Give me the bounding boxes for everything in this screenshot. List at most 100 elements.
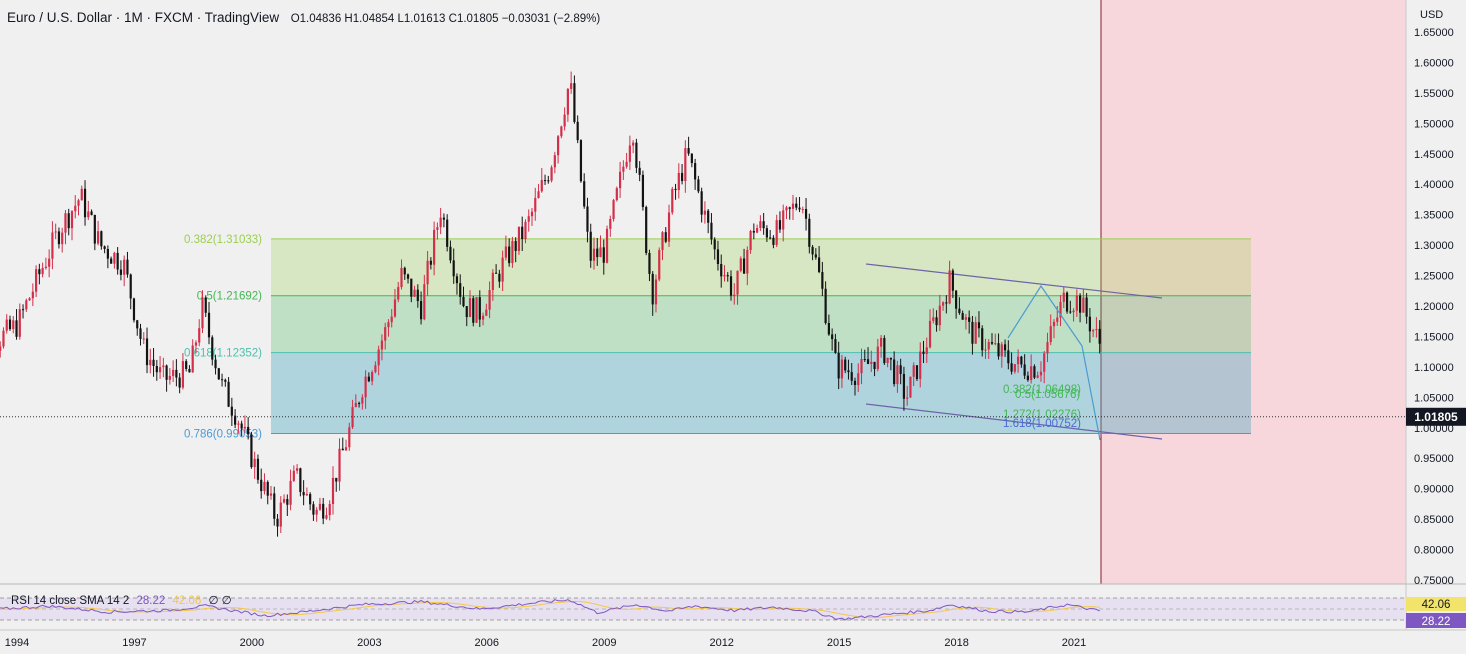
channel-lower-line[interactable] bbox=[865, 403, 1163, 440]
candle-body bbox=[550, 167, 553, 181]
candle-body bbox=[207, 312, 211, 338]
candle-body bbox=[8, 319, 12, 330]
time-tick-label: 2018 bbox=[944, 637, 968, 649]
candle-body bbox=[511, 241, 514, 264]
extension-swing-path[interactable] bbox=[1007, 284, 1101, 441]
rsi-indicator-label[interactable]: RSI 14 close SMA 14 2 bbox=[11, 595, 130, 607]
price-tick-label: 1.30000 bbox=[1414, 240, 1454, 252]
fib-extension-swing[interactable] bbox=[1007, 284, 1101, 441]
candle-body bbox=[811, 246, 814, 255]
candle-body bbox=[537, 191, 540, 199]
candle-body bbox=[524, 221, 527, 240]
candle-body bbox=[439, 217, 442, 228]
candle-body bbox=[446, 219, 449, 247]
candle-body bbox=[61, 232, 64, 245]
time-tick-label: 2021 bbox=[1062, 637, 1086, 649]
candle-body bbox=[247, 426, 250, 435]
candle-body bbox=[1043, 353, 1046, 372]
candle-body bbox=[185, 361, 188, 370]
candle-body bbox=[371, 372, 374, 382]
price-axis[interactable]: 1.65000 1.60000 1.55000 1.50000 1.45000 1.400… bbox=[1414, 27, 1454, 587]
candle-body bbox=[220, 379, 224, 381]
candle-body bbox=[612, 200, 615, 220]
candle-body bbox=[902, 373, 906, 399]
candle-body bbox=[870, 361, 873, 364]
rsi-extra-values: ∅ ∅ bbox=[208, 595, 232, 607]
candle-body bbox=[119, 269, 123, 275]
candle-body bbox=[860, 359, 863, 374]
candle-body bbox=[155, 365, 158, 373]
candle-body bbox=[795, 203, 798, 208]
candle-body bbox=[772, 237, 775, 245]
candle-body bbox=[879, 337, 883, 347]
candle-body bbox=[149, 359, 152, 366]
price-axis-background bbox=[1406, 0, 1466, 654]
candle-body bbox=[80, 188, 83, 201]
time-tick-label: 2000 bbox=[240, 637, 264, 649]
candle-body bbox=[498, 273, 501, 282]
candle-body bbox=[18, 309, 21, 337]
candle-body bbox=[31, 291, 34, 299]
price-tick-label: 1.05000 bbox=[1414, 392, 1454, 404]
candle-body bbox=[132, 298, 136, 321]
candle-body bbox=[41, 267, 44, 275]
candle-body bbox=[230, 406, 233, 416]
candle-body bbox=[181, 361, 185, 388]
candle-body bbox=[266, 481, 269, 496]
candle-body bbox=[583, 181, 586, 207]
candle-body bbox=[191, 345, 194, 373]
candle-body bbox=[250, 434, 253, 468]
candle-body bbox=[667, 212, 671, 242]
candle-body bbox=[263, 481, 266, 492]
candle-body bbox=[1013, 364, 1016, 372]
candle-body bbox=[570, 83, 573, 89]
candle-body bbox=[974, 322, 977, 344]
candle-body bbox=[984, 349, 987, 351]
candle-body bbox=[1056, 317, 1059, 322]
descending-channel[interactable] bbox=[865, 263, 1163, 440]
candle-body bbox=[74, 205, 77, 212]
price-tick-label: 1.65000 bbox=[1414, 27, 1454, 39]
symbol-title[interactable]: Euro / U.S. Dollar · 1M · FXCM · Trading… bbox=[7, 10, 280, 25]
time-axis[interactable]: 1994 1997 2000 2003 2006 2009 2012 2015 2018 2021 bbox=[5, 637, 1087, 649]
candle-body bbox=[661, 232, 664, 251]
candle-body bbox=[782, 210, 785, 230]
candle-body bbox=[586, 206, 589, 232]
candle-body bbox=[302, 492, 305, 496]
candle-body bbox=[788, 207, 791, 209]
candle-body bbox=[759, 221, 762, 229]
time-tick-label: 2006 bbox=[475, 637, 499, 649]
candle-body bbox=[733, 294, 736, 296]
candle-body bbox=[990, 342, 994, 344]
candle-body bbox=[465, 306, 468, 318]
candle-body bbox=[419, 301, 423, 320]
candle-body bbox=[1079, 295, 1082, 313]
channel-upper-line[interactable] bbox=[865, 263, 1163, 299]
candle-body bbox=[286, 499, 289, 505]
candle-body bbox=[299, 468, 302, 493]
candle-body bbox=[0, 346, 2, 351]
price-tick-label: 0.95000 bbox=[1414, 453, 1454, 465]
candle-body bbox=[964, 317, 968, 320]
candle-body bbox=[240, 423, 243, 429]
candle-body bbox=[756, 228, 759, 233]
candle-body bbox=[951, 270, 954, 291]
price-tick-label: 0.75000 bbox=[1414, 575, 1454, 587]
candle-body bbox=[609, 219, 612, 229]
candle-body bbox=[269, 493, 273, 496]
candle-body bbox=[886, 357, 889, 364]
candle-body bbox=[517, 226, 521, 251]
candle-body bbox=[54, 231, 57, 233]
candle-body bbox=[632, 142, 635, 146]
candle-body bbox=[12, 320, 15, 330]
candle-body bbox=[335, 477, 338, 482]
candle-body bbox=[576, 121, 579, 141]
candle-body bbox=[876, 346, 879, 370]
candle-body bbox=[540, 180, 543, 192]
candle-body bbox=[932, 317, 935, 321]
candle-body bbox=[488, 290, 491, 310]
candle-body bbox=[1023, 364, 1026, 376]
candle-body bbox=[426, 260, 429, 285]
candle-body bbox=[935, 317, 938, 326]
